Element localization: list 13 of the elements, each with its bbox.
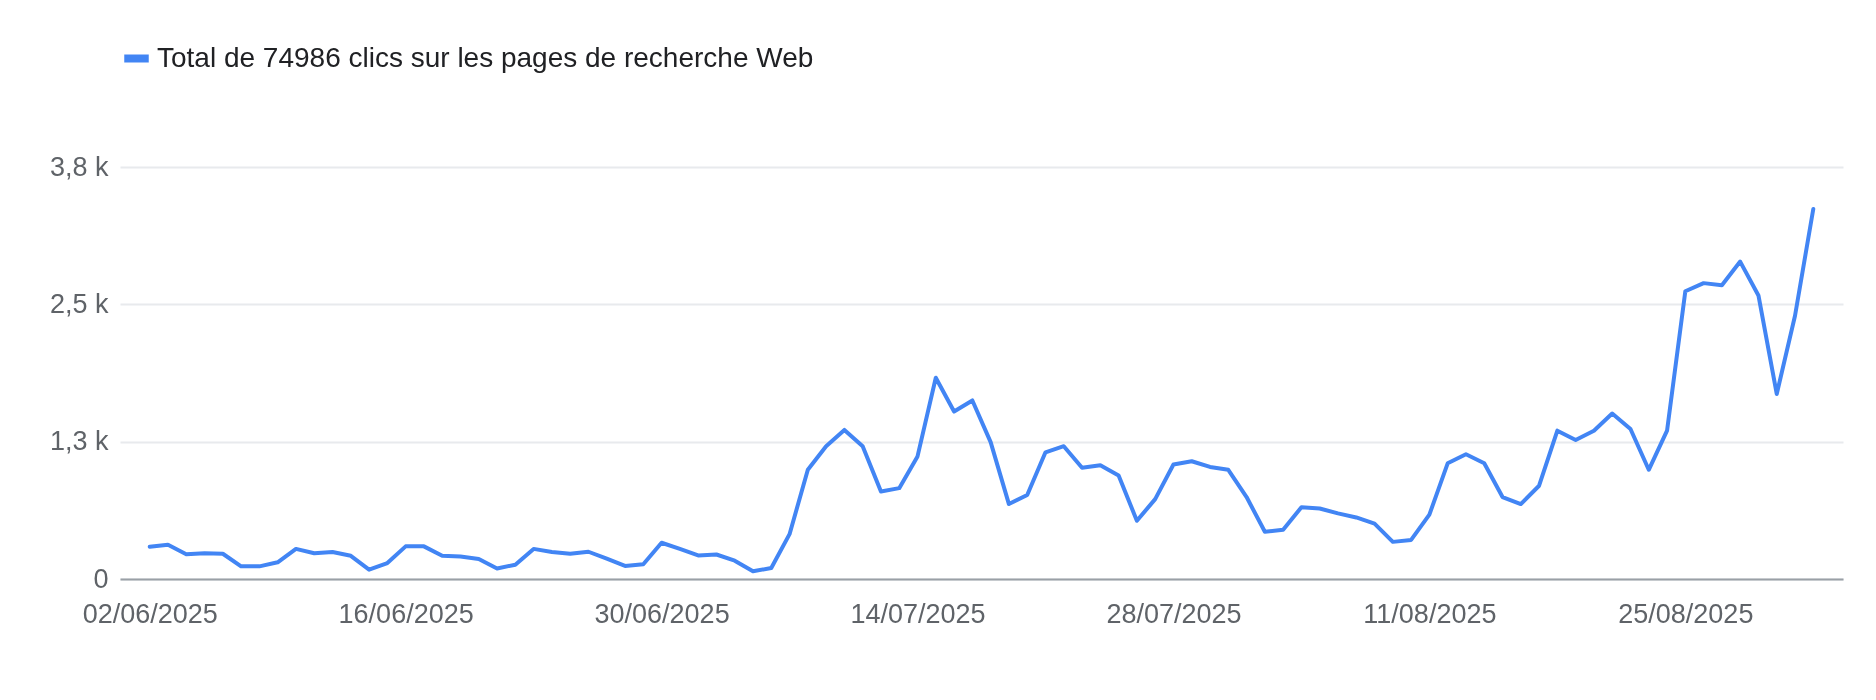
x-tick-label: 02/06/2025 <box>82 598 218 629</box>
x-tick-label: 28/07/2025 <box>1106 598 1242 629</box>
x-tick-label: 30/06/2025 <box>594 598 730 629</box>
x-tick-label: 25/08/2025 <box>1618 598 1754 629</box>
y-tick-label: 3,8 k <box>49 151 109 182</box>
x-tick-label: 14/07/2025 <box>850 598 986 629</box>
x-tick-label: 16/06/2025 <box>338 598 474 629</box>
line-series <box>147 206 1816 574</box>
y-tick-label: 0 <box>93 563 109 594</box>
y-tick-label: 1,3 k <box>49 426 109 457</box>
y-tick-label: 2,5 k <box>49 288 109 319</box>
legend-label: Total de 74986 clics sur les pages de recherche Web <box>157 41 814 73</box>
x-tick-label: 11/08/2025 <box>1363 598 1497 629</box>
